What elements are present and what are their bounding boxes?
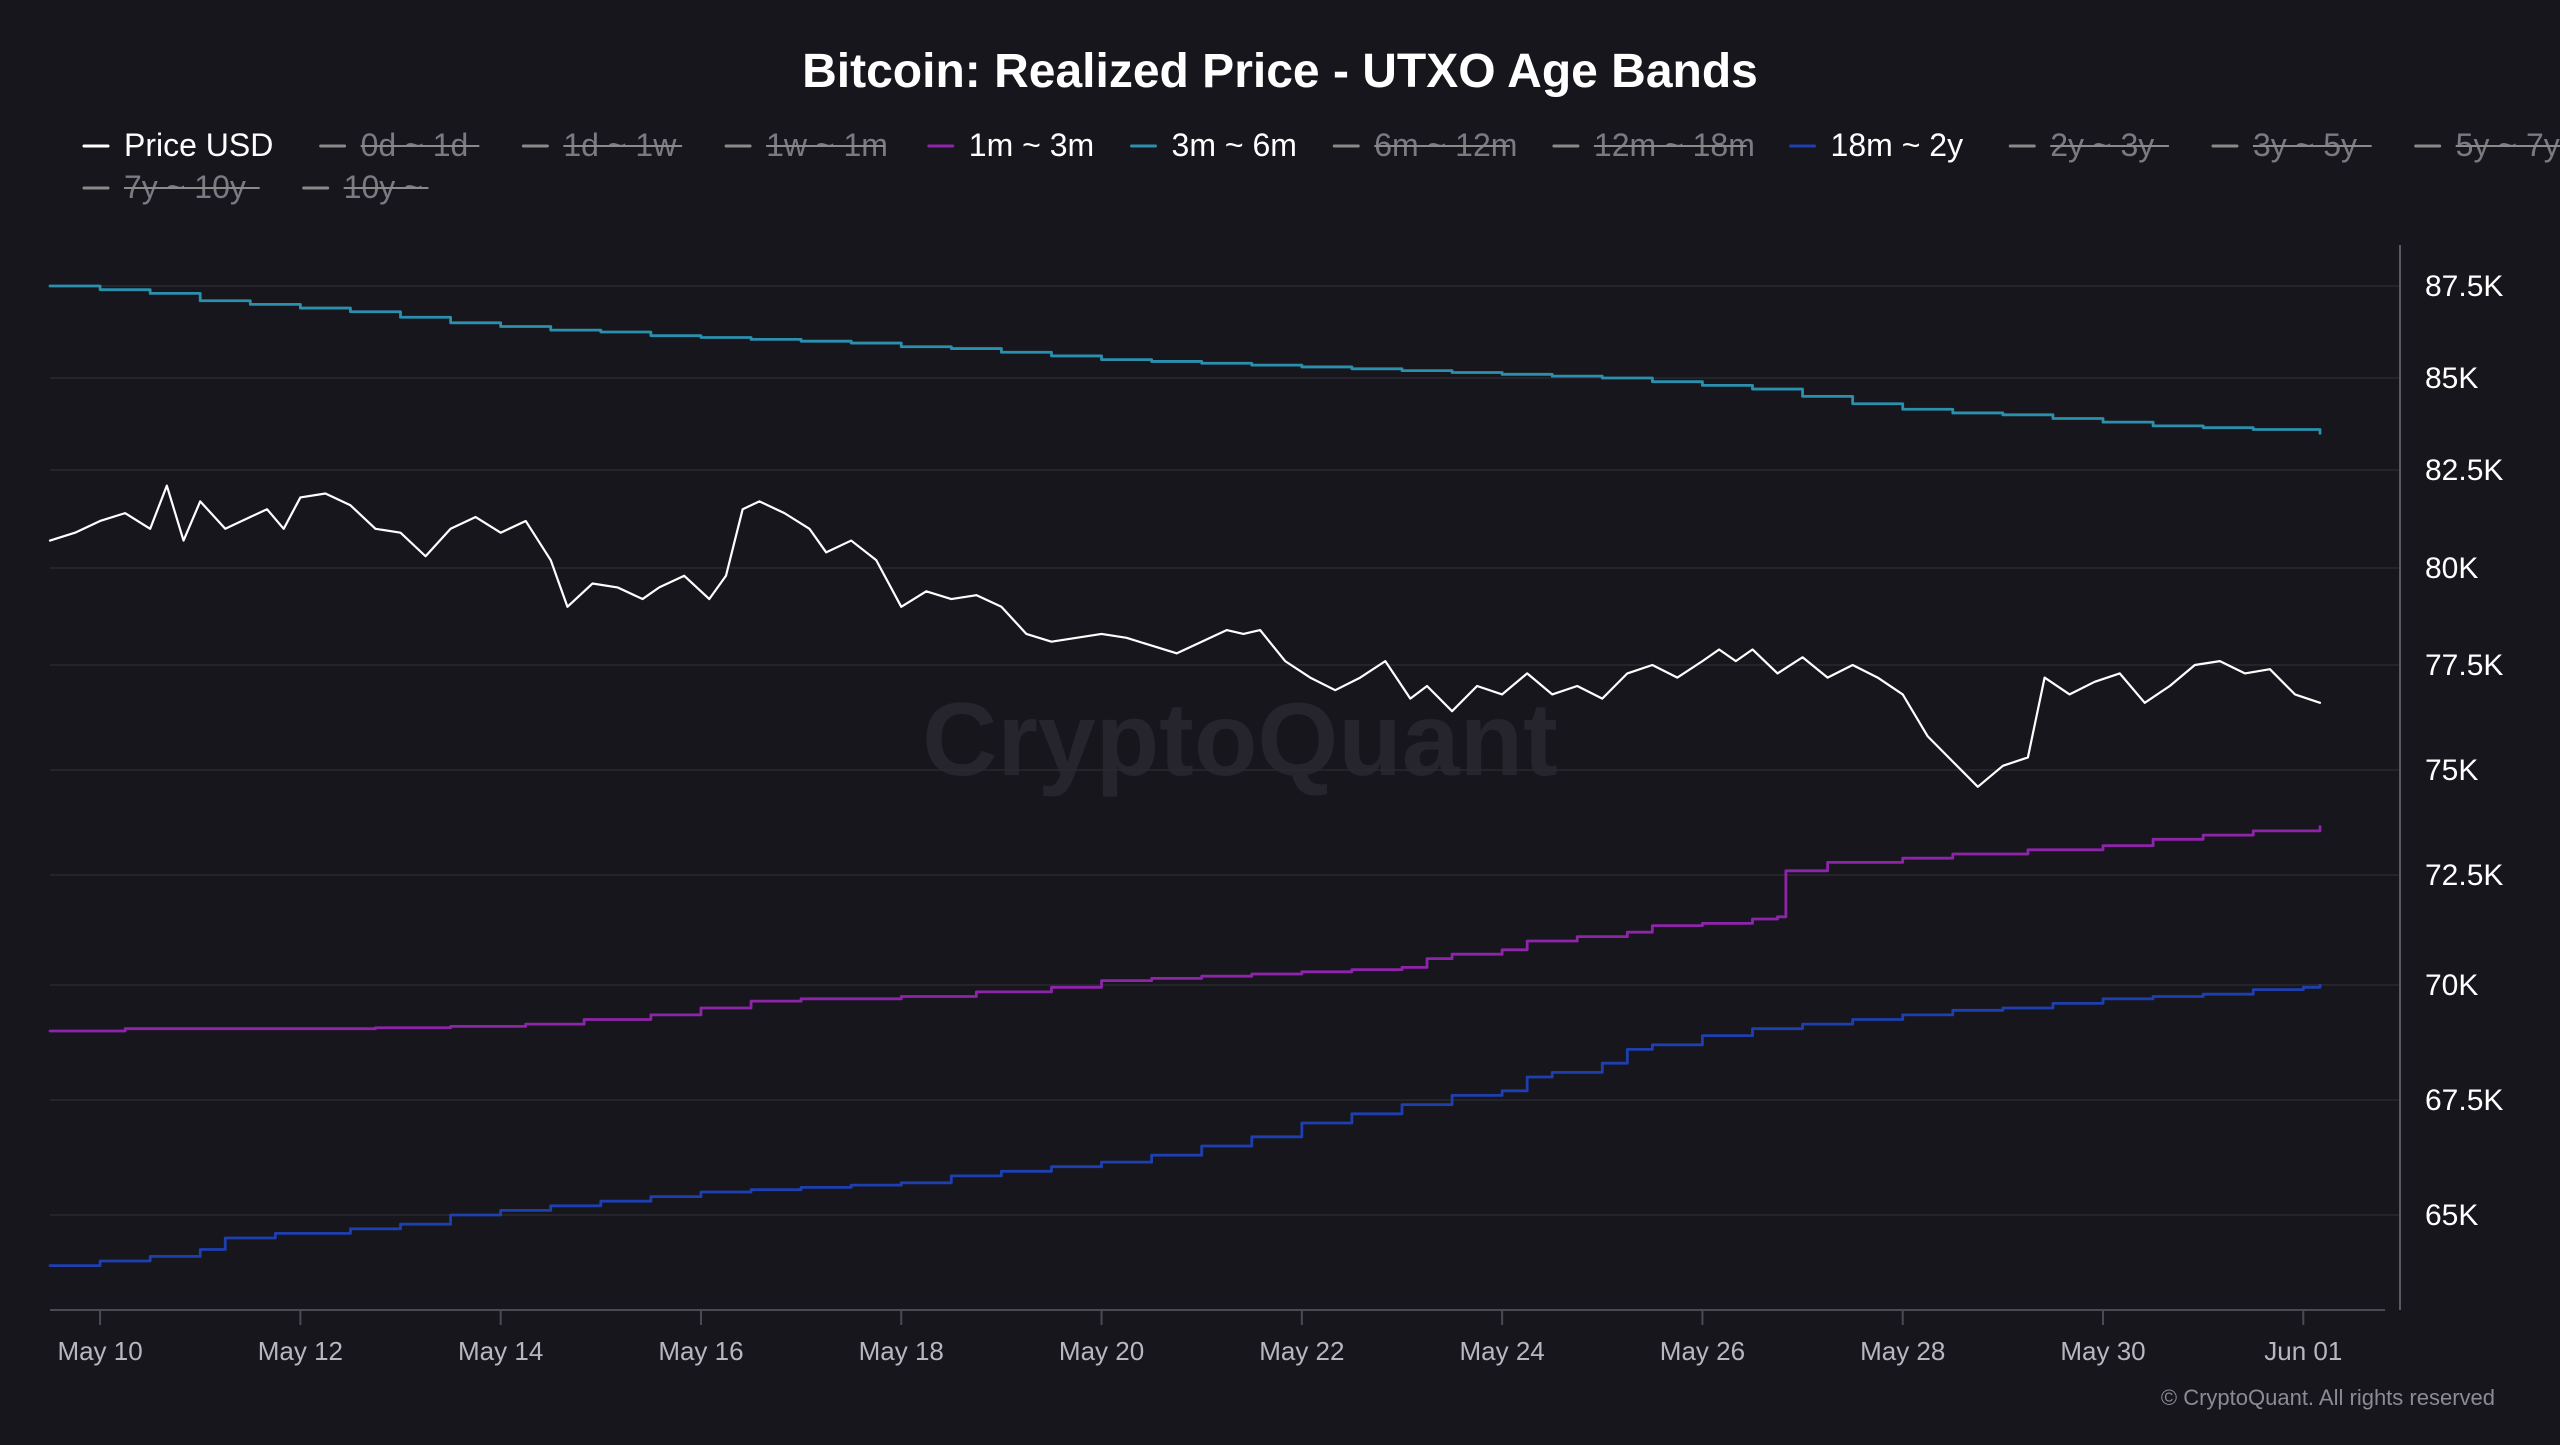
series-line-3m-6m <box>48 284 2322 435</box>
y-tick-label: 65K <box>2425 1199 2478 1232</box>
y-tick-label: 77.5K <box>2425 649 2503 682</box>
series-line-price-usd <box>48 484 2322 788</box>
legend-label: 3m ~ 6m <box>1172 127 1297 163</box>
chart-title: Bitcoin: Realized Price - UTXO Age Bands <box>802 45 1758 98</box>
legend-item-6m-12m[interactable]: 6m ~ 12m <box>1332 127 1517 163</box>
legend-item-3m-6m[interactable]: 3m ~ 6m <box>1130 127 1297 163</box>
y-tick-label: 85K <box>2425 362 2478 395</box>
legend-item-7y-10y[interactable]: 7y ~ 10y <box>82 169 260 205</box>
y-tick-label: 70K <box>2425 969 2478 1002</box>
series-line-18m-2y <box>48 983 2322 1267</box>
legend-label: 1m ~ 3m <box>969 127 1094 163</box>
x-tick-label: May 22 <box>1259 1336 1344 1366</box>
y-tick-label: 75K <box>2425 754 2478 787</box>
x-tick-label: May 14 <box>458 1336 543 1366</box>
legend-item-1d-1w[interactable]: 1d ~ 1w <box>521 127 683 163</box>
legend-item-0d-1d[interactable]: 0d ~ 1d <box>319 127 480 163</box>
axes-layer: 65K 67.5K 70K 72.5K 75K 77.5K 80K 82.5K 85K 87.5K… <box>50 245 2503 1366</box>
legend-item-3y-5y[interactable]: 3y ~ 5y <box>2211 127 2372 163</box>
x-tick-label: May 26 <box>1660 1336 1745 1366</box>
legend-item-1w-1m[interactable]: 1w ~ 1m <box>724 127 888 163</box>
y-tick-label: 67.5K <box>2425 1084 2503 1117</box>
grid-layer <box>50 285 2400 1216</box>
series-line-1m-3m <box>48 825 2322 1033</box>
legend-item-price-usd[interactable]: Price USD <box>82 127 273 163</box>
series-layer <box>48 284 2322 1267</box>
legend-label: 18m ~ 2y <box>1831 127 1964 163</box>
x-tick-label: May 30 <box>2060 1336 2145 1366</box>
x-tick-label: May 28 <box>1860 1336 1945 1366</box>
y-tick-label: 87.5K <box>2425 270 2503 303</box>
watermark-text: CryptoQuant <box>922 682 1558 798</box>
copyright-text: © CryptoQuant. All rights reserved <box>2161 1385 2495 1410</box>
x-tick-label: May 20 <box>1059 1336 1144 1366</box>
y-tick-label: 82.5K <box>2425 454 2503 487</box>
x-tick-label: Jun 01 <box>2264 1336 2342 1366</box>
legend-item-5y-7y[interactable]: 5y ~ 7y <box>2414 127 2560 163</box>
legend-item-2y-3y[interactable]: 2y ~ 3y <box>2008 127 2169 163</box>
legend: Price USD 0d ~ 1d 1d ~ 1w 1w ~ 1m 1m ~ 3m 3m … <box>82 127 2560 205</box>
legend-item-10y[interactable]: 10y ~ <box>302 169 429 205</box>
y-tick-label: 72.5K <box>2425 859 2503 892</box>
x-tick-label: May 18 <box>859 1336 944 1366</box>
legend-item-1m-3m[interactable]: 1m ~ 3m <box>927 127 1094 163</box>
legend-item-12m-18m[interactable]: 12m ~ 18m <box>1552 127 1755 163</box>
x-tick-label: May 12 <box>258 1336 343 1366</box>
x-tick-label: May 16 <box>658 1336 743 1366</box>
y-tick-label: 80K <box>2425 552 2478 585</box>
x-tick-label: May 10 <box>57 1336 142 1366</box>
legend-item-18m-2y[interactable]: 18m ~ 2y <box>1789 127 1964 163</box>
legend-label: Price USD <box>124 127 273 163</box>
x-tick-label: May 24 <box>1459 1336 1544 1366</box>
